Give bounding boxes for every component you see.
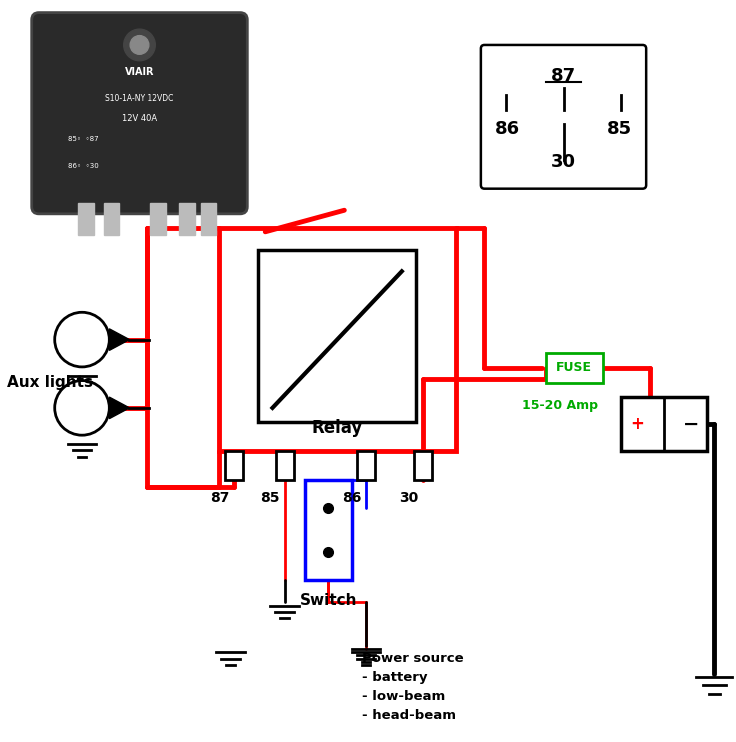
Bar [79,203,94,235]
Text: −: − [683,415,700,433]
Text: +: + [630,415,644,433]
Text: Relay: Relay [311,418,363,436]
Text: 86: 86 [342,490,361,505]
Text: FUSE: FUSE [556,361,592,374]
Bar [104,203,119,235]
Text: 87: 87 [210,490,230,505]
Bar [545,352,603,383]
Text: VIAIR: VIAIR [125,67,155,77]
Bar [276,451,294,480]
Text: 86◦  ◦30: 86◦ ◦30 [68,162,99,168]
Circle shape [54,381,110,436]
Text: 15-20 Amp: 15-20 Amp [522,398,598,412]
FancyBboxPatch shape [481,45,646,188]
Text: S10-1A-NY 12VDC: S10-1A-NY 12VDC [105,93,174,103]
Text: 85: 85 [261,490,280,505]
Text: 85: 85 [606,120,631,139]
Bar [258,250,416,422]
Text: Aux lights: Aux lights [7,375,93,390]
Text: Switch: Switch [300,594,357,608]
Circle shape [124,29,155,61]
Circle shape [54,312,110,367]
Bar [225,451,244,480]
Bar [357,451,375,480]
Text: 86: 86 [495,120,520,139]
Bar [219,229,456,451]
Text: Power source
- battery
- low-beam
- head-beam: Power source - battery - low-beam - head… [362,652,464,722]
Bar [621,397,707,451]
Polygon shape [110,329,130,350]
Bar [305,480,352,580]
Polygon shape [110,397,130,418]
Text: 30: 30 [551,153,576,171]
Bar [201,203,216,235]
Text: 87: 87 [551,67,576,85]
Bar [414,451,432,480]
Text: 85◦  ◦87: 85◦ ◦87 [68,137,99,142]
Text: 30: 30 [400,490,419,505]
Text: 12V 40A: 12V 40A [122,114,157,123]
FancyBboxPatch shape [32,13,247,214]
Circle shape [130,36,149,54]
Bar [150,203,166,235]
Bar [179,203,195,235]
